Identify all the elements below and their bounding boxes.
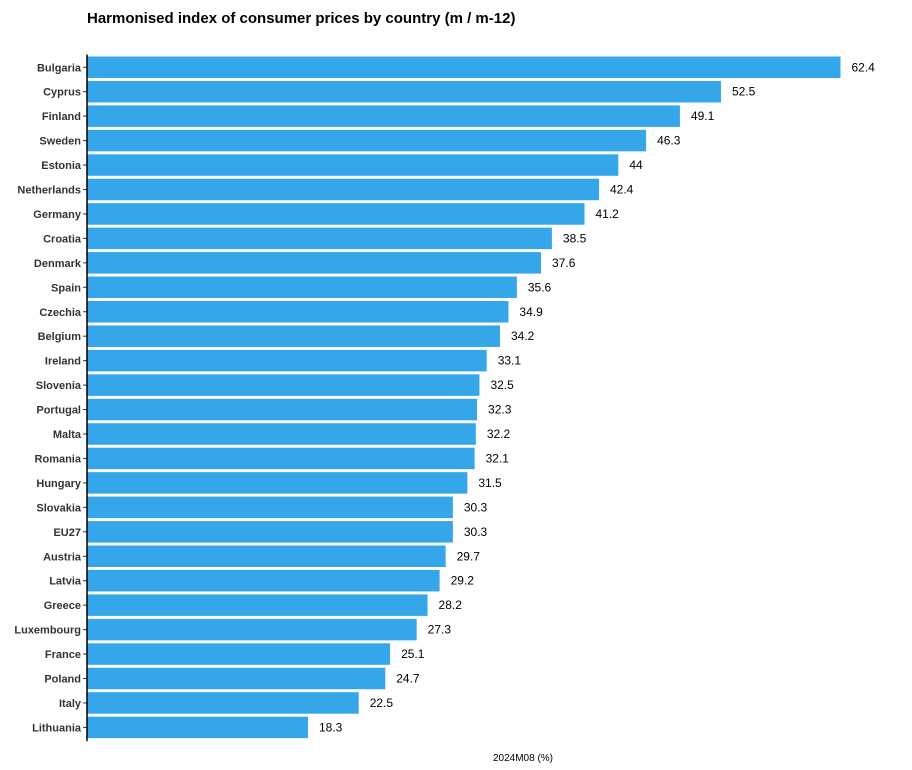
category-label: Malta [53, 429, 82, 441]
bar [87, 545, 446, 567]
bar [87, 56, 841, 78]
bar [87, 398, 478, 421]
value-label: 29.7 [457, 549, 481, 563]
bar [87, 252, 542, 274]
value-label: 31.5 [478, 476, 502, 490]
bar [87, 154, 619, 176]
bar [87, 521, 453, 543]
category-label: Belgium [38, 331, 82, 343]
category-label: Estonia [41, 160, 82, 172]
category-label: France [45, 649, 81, 661]
category-label: Hungary [36, 478, 82, 490]
bar [87, 227, 552, 250]
category-label: Poland [44, 674, 81, 686]
value-label: 34.9 [519, 305, 543, 319]
bar [87, 569, 440, 592]
category-label: Finland [42, 111, 81, 123]
value-label: 41.2 [596, 207, 620, 221]
category-label: Ireland [45, 356, 81, 368]
value-label: 33.1 [498, 354, 522, 368]
value-label: 22.5 [370, 696, 394, 710]
bar [87, 203, 585, 225]
category-label: Greece [44, 600, 81, 612]
value-label: 37.6 [552, 256, 576, 270]
value-label: 29.2 [451, 574, 475, 588]
bar [87, 105, 680, 127]
value-label: 52.5 [732, 85, 756, 99]
value-label: 42.4 [610, 183, 634, 197]
value-label: 18.3 [319, 720, 343, 734]
value-label: 32.5 [490, 378, 514, 392]
bar [87, 129, 647, 152]
bar [87, 325, 500, 347]
category-label: Czechia [39, 307, 81, 319]
bar [87, 301, 509, 323]
value-label: 34.2 [511, 329, 535, 343]
category-label: Romania [35, 453, 82, 465]
category-label: Austria [43, 551, 82, 563]
category-label: Italy [59, 698, 82, 710]
category-label: Cyprus [43, 87, 81, 99]
chart-title: Harmonised index of consumer prices by c… [87, 10, 516, 27]
value-label: 32.2 [487, 427, 511, 441]
bar [87, 692, 359, 714]
bar [87, 716, 308, 739]
category-label: Croatia [43, 233, 82, 245]
bar [87, 447, 475, 470]
category-label: Bulgaria [37, 62, 82, 74]
value-label: 49.1 [691, 109, 715, 123]
bar [87, 80, 721, 103]
bar [87, 643, 391, 665]
category-label: Sweden [39, 136, 81, 148]
value-label: 28.2 [439, 598, 463, 612]
category-label: Latvia [49, 576, 82, 588]
value-label: 44 [629, 158, 643, 172]
bar [87, 618, 417, 641]
bar [87, 276, 517, 299]
value-label: 32.3 [488, 403, 512, 417]
category-label: Netherlands [17, 185, 81, 197]
value-label: 46.3 [657, 134, 681, 148]
category-label: Slovenia [36, 380, 82, 392]
value-label: 24.7 [396, 672, 420, 686]
category-label: Germany [33, 209, 82, 221]
bar [87, 594, 428, 616]
bar [87, 374, 480, 396]
category-label: Luxembourg [14, 625, 81, 637]
bar [87, 423, 476, 445]
category-label: Portugal [36, 405, 81, 417]
bar [87, 178, 599, 201]
category-label: EU27 [53, 527, 81, 539]
category-labels-group: Bulgaria Cyprus Finland Sweden Estonia Nether… [14, 62, 82, 734]
category-label: Denmark [34, 258, 82, 270]
value-label: 30.3 [464, 500, 488, 514]
x-axis-title: 2024M08 (%) [493, 753, 553, 764]
value-label: 35.6 [528, 280, 552, 294]
value-label: 25.1 [401, 647, 425, 661]
category-label: Spain [51, 282, 81, 294]
value-label: 32.1 [486, 451, 510, 465]
bar [87, 667, 386, 690]
bars-group [87, 56, 841, 739]
bar [87, 496, 453, 519]
value-label: 38.5 [563, 231, 587, 245]
value-label: 62.4 [852, 60, 876, 74]
category-label: Slovakia [36, 502, 82, 514]
value-labels-group: 62.4 52.5 49.1 46.3 44 42.4 41.2 38.5 37.635.6 34… [319, 60, 875, 734]
bar [87, 349, 487, 372]
value-label: 30.3 [464, 525, 488, 539]
category-label: Lithuania [32, 722, 82, 734]
value-label: 27.3 [428, 623, 452, 637]
bar [87, 472, 468, 494]
